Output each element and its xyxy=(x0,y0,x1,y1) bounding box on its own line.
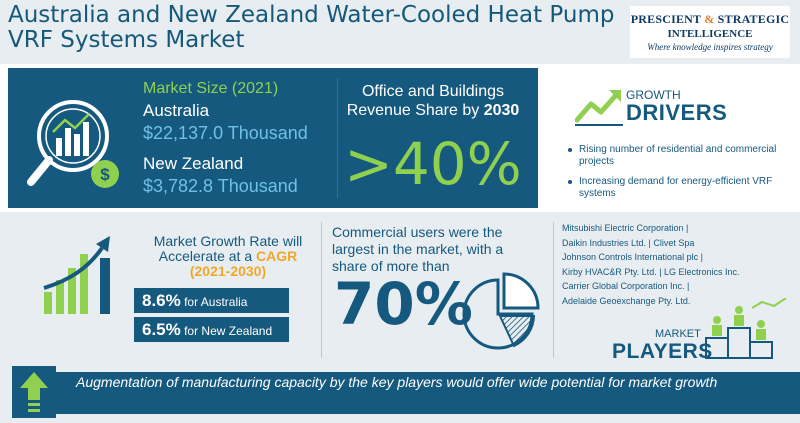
cagr-nz-label: for New Zealand xyxy=(184,324,273,338)
header: Australia and New Zealand Water-Cooled H… xyxy=(0,0,800,64)
list-item: Kirby HVAC&R Pty. Ltd. | LG Electronics … xyxy=(562,266,740,277)
australia-value: $22,137.0 Thousand xyxy=(143,123,308,143)
divider xyxy=(321,222,322,358)
brand-logo: PRESCIENT & STRATEGIC INTELLIGENCE Where… xyxy=(630,6,790,58)
cagr-word: CAGR xyxy=(256,248,298,264)
cagr-nz-rate: 6.5% xyxy=(142,320,181,339)
list-item: Mitsubishi Electric Corporation | xyxy=(562,223,689,233)
cagr-australia-box: 8.6% for Australia xyxy=(134,288,289,313)
cagr-nz-box: 6.5% for New Zealand xyxy=(134,317,289,342)
list-item: Daikin Industries Ltd. | Clivet Spa xyxy=(562,237,695,248)
logo-tagline: Where knowledge inspires strategy xyxy=(647,42,773,52)
cagr-headline: Market Growth Rate will Accelerate at a … xyxy=(128,234,328,279)
footer-badge xyxy=(12,366,56,418)
market-size-title: Market Size (2021) xyxy=(143,80,279,97)
list-item: Carrier Global Corporation Inc. | xyxy=(562,281,690,292)
nz-label: New Zealand xyxy=(143,154,244,173)
list-item: Adelaide Geoexchange Pty. Ltd. xyxy=(562,295,691,306)
logo-word-intelligence: INTELLIGENCE xyxy=(667,28,753,40)
cagr-australia-rate: 8.6% xyxy=(142,291,181,310)
footer-text: Augmentation of manufacturing capacity b… xyxy=(76,374,718,390)
list-item: Johnson Controls International plc | xyxy=(562,252,703,263)
growth-drivers-section: GROWTH DRIVERS Rising number of resident… xyxy=(555,70,795,208)
page-title: Australia and New Zealand Water-Cooled H… xyxy=(8,2,615,53)
trend-arrow-icon xyxy=(575,90,623,126)
list-item: Increasing demand for energy-efficient V… xyxy=(563,176,791,200)
commercial-text: Commercial users were the largest in the… xyxy=(332,224,504,274)
players-label: PLAYERS xyxy=(612,340,713,363)
growth-bars-icon xyxy=(43,236,110,314)
cagr-years: (2021-2030) xyxy=(189,263,267,279)
market-size-panel: $ Market Size (2021) Australia $22,137.0… xyxy=(8,68,328,208)
footer: Augmentation of manufacturing capacity b… xyxy=(0,364,800,418)
growth-label: GROWTH xyxy=(626,88,681,102)
divider xyxy=(337,78,338,198)
up-arrow-icon xyxy=(20,372,48,412)
logo-ampersand: & xyxy=(704,12,715,26)
australia-label: Australia xyxy=(143,101,210,120)
pie-chart-icon xyxy=(462,272,540,350)
nz-value: $3,782.8 Thousand xyxy=(143,176,298,196)
drivers-label: DRIVERS xyxy=(626,100,728,125)
logo-word-strategic: STRATEGIC xyxy=(717,12,790,26)
list-item: Rising number of residential and commerc… xyxy=(563,144,791,168)
footer-bar: Augmentation of manufacturing capacity b… xyxy=(56,372,800,414)
commercial-value: 70% xyxy=(334,270,473,338)
office-share-value: >40% xyxy=(344,130,522,198)
divider xyxy=(553,222,554,358)
market-label: MARKET xyxy=(655,328,701,340)
market-players-list: Mitsubishi Electric Corporation | Daikin… xyxy=(562,221,794,309)
office-share-label: Office and Buildings Revenue Share by 20… xyxy=(346,83,520,119)
office-share-panel: Office and Buildings Revenue Share by 20… xyxy=(328,68,538,208)
podium-players-icon xyxy=(705,298,787,359)
drivers-list: Rising number of residential and commerc… xyxy=(563,144,791,208)
logo-word-prescient: PRESCIENT xyxy=(630,12,702,26)
office-share-year: 2030 xyxy=(483,102,520,119)
magnifier-chart-dollar-icon: $ xyxy=(27,100,119,188)
svg-text:$: $ xyxy=(100,165,110,184)
cagr-australia-label: for Australia xyxy=(184,295,248,309)
